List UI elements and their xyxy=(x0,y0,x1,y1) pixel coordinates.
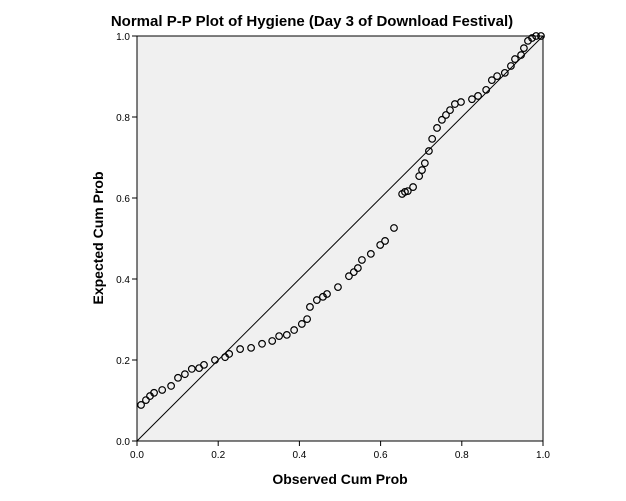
data-point xyxy=(438,115,446,124)
data-point xyxy=(493,72,502,80)
data-point xyxy=(500,68,509,77)
data-point xyxy=(150,388,158,397)
data-point xyxy=(390,224,398,232)
data-point xyxy=(236,345,245,353)
data-point xyxy=(158,386,167,394)
data-point xyxy=(420,159,429,168)
data-point xyxy=(200,360,208,369)
data-point xyxy=(415,172,424,181)
data-point xyxy=(323,290,331,298)
data-point xyxy=(349,268,358,277)
data-point xyxy=(312,296,321,304)
data-point xyxy=(167,382,176,390)
data-point xyxy=(142,396,150,404)
data-point xyxy=(282,330,291,339)
data-point xyxy=(425,147,433,155)
data-points xyxy=(137,32,545,409)
data-point xyxy=(381,237,389,245)
data-point xyxy=(487,76,496,85)
y-tick-label: 0.8 xyxy=(116,113,130,124)
data-point xyxy=(247,343,255,352)
y-tick-label: 0.2 xyxy=(116,356,130,367)
x-tick-label: 0.8 xyxy=(455,450,469,461)
chart-title: Normal P-P Plot of Hygiene (Day 3 of Dow… xyxy=(111,13,513,30)
data-point xyxy=(366,249,375,258)
data-point xyxy=(520,44,528,53)
data-point xyxy=(181,370,189,379)
reference-line xyxy=(136,35,544,442)
x-tick-label: 0.0 xyxy=(130,450,144,461)
data-point xyxy=(187,365,196,373)
data-point xyxy=(511,55,519,63)
data-point xyxy=(428,134,437,143)
data-point xyxy=(418,166,426,174)
y-axis-title: Expected Cum Prob xyxy=(90,171,106,304)
data-point xyxy=(433,124,441,132)
data-point xyxy=(358,256,366,264)
data-point xyxy=(353,264,362,272)
axis-ticks: 0.0 0.2 0.4 0.6 0.8 1.0 0.0 0.2 0.4 0.6 0.8 1.0 xyxy=(116,32,550,461)
data-point xyxy=(474,92,482,100)
data-point xyxy=(174,373,182,382)
data-point xyxy=(528,34,536,42)
data-point xyxy=(376,241,385,249)
data-point xyxy=(306,303,314,311)
y-tick-label: 0.4 xyxy=(116,275,130,286)
data-point xyxy=(334,283,342,292)
data-point xyxy=(507,62,515,70)
y-tick-label: 0.0 xyxy=(116,437,130,448)
data-point xyxy=(268,337,277,345)
data-point xyxy=(537,32,545,40)
data-point xyxy=(446,106,454,115)
data-point xyxy=(345,272,353,281)
data-point xyxy=(409,183,417,191)
y-tick-label: 0.6 xyxy=(116,194,130,205)
data-point xyxy=(258,339,266,348)
x-tick-label: 0.2 xyxy=(211,450,225,461)
x-axis-title: Observed Cum Prob xyxy=(272,471,407,487)
x-tick-label: 0.4 xyxy=(292,450,306,461)
data-point xyxy=(532,32,540,40)
data-point xyxy=(482,85,491,94)
data-point xyxy=(468,95,476,104)
x-tick-label: 0.6 xyxy=(374,450,388,461)
y-tick-label: 1.0 xyxy=(116,32,130,43)
data-point xyxy=(403,187,412,196)
data-point xyxy=(211,356,219,364)
data-point xyxy=(275,332,284,341)
x-tick-label: 1.0 xyxy=(536,450,550,461)
data-point xyxy=(297,320,306,328)
data-point xyxy=(442,111,450,119)
data-point xyxy=(457,98,465,106)
data-point xyxy=(290,326,299,334)
data-point xyxy=(517,51,525,59)
data-point xyxy=(303,315,312,323)
data-point xyxy=(137,401,145,409)
data-point xyxy=(225,350,234,358)
